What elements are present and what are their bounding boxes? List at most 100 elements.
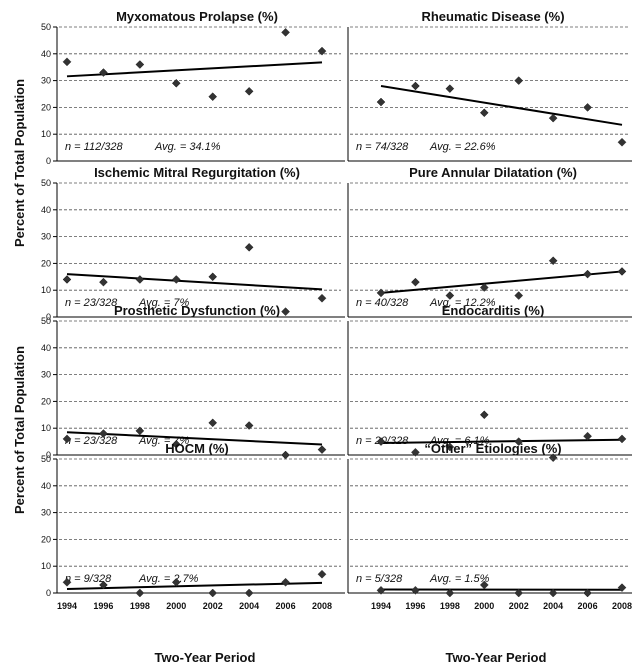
panel-1: 0 10 20 30 40 50 Myxomatous Prolapse (%) n = 11… bbox=[41, 9, 345, 166]
x-tick-label: 2004 bbox=[239, 601, 259, 611]
y-tick-label: 30 bbox=[41, 370, 51, 380]
x-tick-label: 1998 bbox=[440, 601, 460, 611]
trend-line bbox=[380, 270, 623, 294]
panel-2: Rheumatic Disease (%) n = 74/328 Avg. = 22… bbox=[347, 9, 632, 162]
data-point bbox=[548, 453, 558, 463]
data-point bbox=[445, 442, 455, 452]
y-tick-label: 0 bbox=[46, 450, 51, 460]
data-point bbox=[617, 434, 627, 444]
x-tick-label: 2006 bbox=[578, 601, 598, 611]
x-tick-label: 2008 bbox=[312, 601, 332, 611]
data-point bbox=[135, 588, 145, 598]
data-point bbox=[208, 418, 218, 428]
y-tick-label: 10 bbox=[41, 129, 51, 139]
data-point bbox=[99, 580, 108, 590]
panel-title: Ischemic Mitral Regurgitation (%) bbox=[94, 165, 300, 180]
trend-line bbox=[66, 61, 323, 78]
trend-line bbox=[66, 431, 323, 446]
x-tick-label: 2006 bbox=[276, 601, 296, 611]
data-point bbox=[479, 410, 489, 420]
y-tick-label: 30 bbox=[41, 232, 51, 242]
data-point bbox=[62, 275, 72, 284]
average-label: Avg. = 12.2% bbox=[429, 297, 496, 309]
data-point bbox=[281, 28, 290, 37]
panel-4: Pure Annular Dilatation (%) n = 40/328 Avg… bbox=[347, 165, 632, 318]
x-tick-label: 2002 bbox=[509, 601, 529, 611]
average-label: Avg. = 22.6% bbox=[429, 141, 496, 153]
sample-size-label: n = 5/328 bbox=[356, 573, 403, 585]
data-point bbox=[135, 60, 145, 69]
panels: 0 10 20 30 40 50 Myxomatous Prolapse (%) n = 11… bbox=[41, 9, 632, 611]
data-point bbox=[548, 588, 558, 598]
data-point bbox=[99, 68, 108, 77]
y-tick-label: 40 bbox=[41, 343, 51, 353]
data-point bbox=[317, 445, 327, 454]
y-tick-label: 20 bbox=[41, 534, 51, 544]
y-tick-label: 50 bbox=[41, 454, 51, 464]
panel-title: Rheumatic Disease (%) bbox=[421, 9, 564, 24]
data-point bbox=[479, 283, 489, 292]
y-tick-label: 10 bbox=[41, 285, 51, 295]
data-point bbox=[99, 429, 108, 438]
data-point bbox=[317, 46, 327, 56]
x-tick-label: 2002 bbox=[203, 601, 223, 611]
sample-size-label: n = 40/328 bbox=[356, 297, 409, 309]
average-label: Avg. = 1.5% bbox=[429, 573, 490, 585]
data-point bbox=[445, 84, 455, 93]
y-tick-label: 50 bbox=[41, 22, 51, 32]
y-tick-label: 0 bbox=[46, 156, 51, 166]
y-axis-label-top: Percent of Total Population bbox=[12, 79, 27, 247]
y-axis-label-bottom: Percent of Total Population bbox=[12, 346, 27, 514]
y-tick-label: 30 bbox=[41, 508, 51, 518]
y-tick-label: 50 bbox=[41, 316, 51, 326]
data-point bbox=[99, 277, 108, 287]
data-point bbox=[548, 113, 558, 123]
data-point bbox=[135, 275, 145, 284]
panel-3: 0 10 20 30 40 50 Ischemic Mitral Regurgitation… bbox=[41, 165, 345, 322]
y-tick-label: 10 bbox=[41, 561, 51, 571]
data-point bbox=[62, 57, 72, 67]
y-tick-label: 50 bbox=[41, 178, 51, 188]
data-point bbox=[479, 108, 489, 118]
trend-line bbox=[380, 84, 623, 126]
panel-5: 0 10 20 30 40 50 Prosthetic Dysfunction (%) n =… bbox=[41, 303, 345, 460]
average-label: Avg. = 7% bbox=[138, 297, 189, 309]
trend-line bbox=[66, 581, 323, 590]
data-point bbox=[208, 588, 218, 598]
data-point bbox=[376, 437, 386, 446]
sample-size-label: n = 23/328 bbox=[65, 297, 118, 309]
average-label: Avg. = 2.7% bbox=[138, 573, 199, 585]
sample-size-label: n = 74/328 bbox=[356, 141, 409, 153]
data-point bbox=[376, 97, 386, 107]
data-point bbox=[548, 256, 558, 266]
data-point bbox=[171, 275, 181, 284]
x-tick-label: 1996 bbox=[93, 601, 113, 611]
data-point bbox=[411, 81, 420, 91]
y-tick-label: 30 bbox=[41, 76, 51, 86]
data-point bbox=[281, 577, 290, 587]
panel-title: Myxomatous Prolapse (%) bbox=[116, 9, 278, 24]
data-point bbox=[376, 585, 386, 595]
average-label: Avg. = 34.1% bbox=[154, 141, 221, 153]
data-point bbox=[317, 569, 327, 579]
panel-title: Endocarditis (%) bbox=[442, 303, 545, 318]
data-point bbox=[244, 421, 254, 430]
data-point bbox=[411, 447, 420, 457]
panel-title: HOCM (%) bbox=[165, 441, 229, 456]
y-tick-label: 20 bbox=[41, 396, 51, 406]
panel-7: 0 10 20 30 40 50 1994 1996 1998 2000 2002 2004 2006 2… bbox=[41, 441, 345, 611]
x-tick-label: 2000 bbox=[474, 601, 494, 611]
data-point bbox=[411, 277, 420, 287]
y-tick-label: 20 bbox=[41, 102, 51, 112]
data-point bbox=[244, 86, 254, 96]
panel-8: 1994 1996 1998 2000 2002 2004 2006 2008 “Other” … bbox=[347, 441, 632, 611]
data-point bbox=[317, 293, 327, 303]
data-point bbox=[62, 577, 72, 587]
data-point bbox=[617, 137, 627, 147]
y-tick-label: 0 bbox=[46, 588, 51, 598]
x-tick-label: 1994 bbox=[57, 601, 77, 611]
data-point bbox=[171, 439, 181, 449]
data-point bbox=[445, 588, 455, 598]
panel-title: “Other” Etiologies (%) bbox=[424, 441, 561, 456]
